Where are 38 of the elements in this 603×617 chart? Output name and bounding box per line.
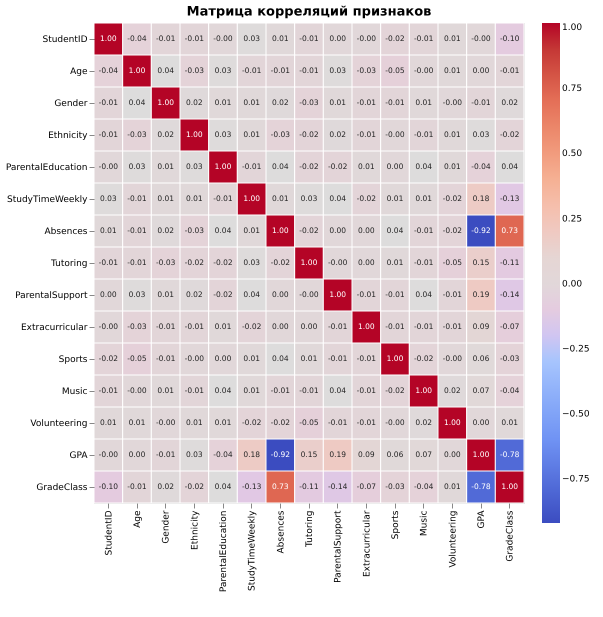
x-tick-label: Extracurricular — [362, 510, 372, 578]
y-tick-label: Ethnicity — [48, 131, 88, 141]
y-tick-label: ParentalSupport — [15, 291, 88, 301]
x-tick-label: Sports — [391, 510, 401, 540]
x-tick-label: Tutoring — [305, 510, 315, 548]
y-tick-label: StudyTimeWeekly — [7, 195, 88, 205]
x-tick-label: ParentalSupport — [334, 510, 344, 583]
y-tick-label: Music — [62, 387, 88, 397]
color-bar-label: −0.75 — [562, 474, 590, 485]
y-tick-label: Age — [70, 67, 88, 77]
x-tick-label: GPA — [477, 510, 487, 528]
color-bar-label: 0.50 — [562, 149, 582, 160]
x-tick-label: GradeClass — [506, 510, 516, 562]
y-tick-label: Extracurricular — [20, 323, 88, 333]
color-bar-label: 0.75 — [562, 84, 582, 94]
x-tick-label: ParentalEducation — [219, 510, 229, 592]
color-bar-label: 1.00 — [562, 23, 582, 33]
y-tick-label: GPA — [70, 451, 88, 461]
x-tick-label: Age — [133, 510, 143, 528]
y-tick-label: Volunteering — [30, 419, 88, 429]
y-tick-label: Sports — [58, 355, 88, 365]
x-tick-label: Volunteering — [448, 510, 458, 568]
x-tick-label: Absences — [276, 510, 286, 554]
x-tick-label: Gender — [162, 510, 172, 544]
color-bar-label: 0.25 — [562, 214, 582, 224]
color-bar-label: −0.50 — [562, 410, 590, 420]
y-tick-label: ParentalEducation — [6, 163, 88, 173]
x-tick-label: Music — [420, 510, 430, 536]
color-bar-label: 0.00 — [562, 279, 582, 290]
chart-title: Матрица корреляций признаков — [186, 4, 432, 20]
y-tick-label: Tutoring — [50, 259, 88, 269]
y-tick-label: GradeClass — [36, 483, 88, 493]
y-tick-label: Gender — [54, 99, 88, 109]
y-tick-label: StudentID — [42, 35, 88, 45]
x-tick-label: Ethnicity — [190, 510, 200, 550]
x-tick-label: StudyTimeWeekly — [248, 510, 258, 591]
color-bar-label: −0.25 — [562, 344, 590, 355]
y-tick-label: Absences — [44, 227, 88, 237]
